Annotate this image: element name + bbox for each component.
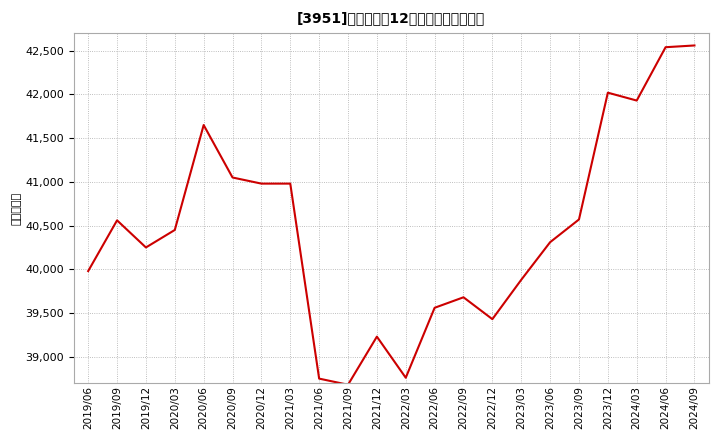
Title: [3951]　売上高の12か月移動合計の推移: [3951] 売上高の12か月移動合計の推移 (297, 11, 485, 25)
Y-axis label: （百万円）: （百万円） (11, 191, 21, 225)
